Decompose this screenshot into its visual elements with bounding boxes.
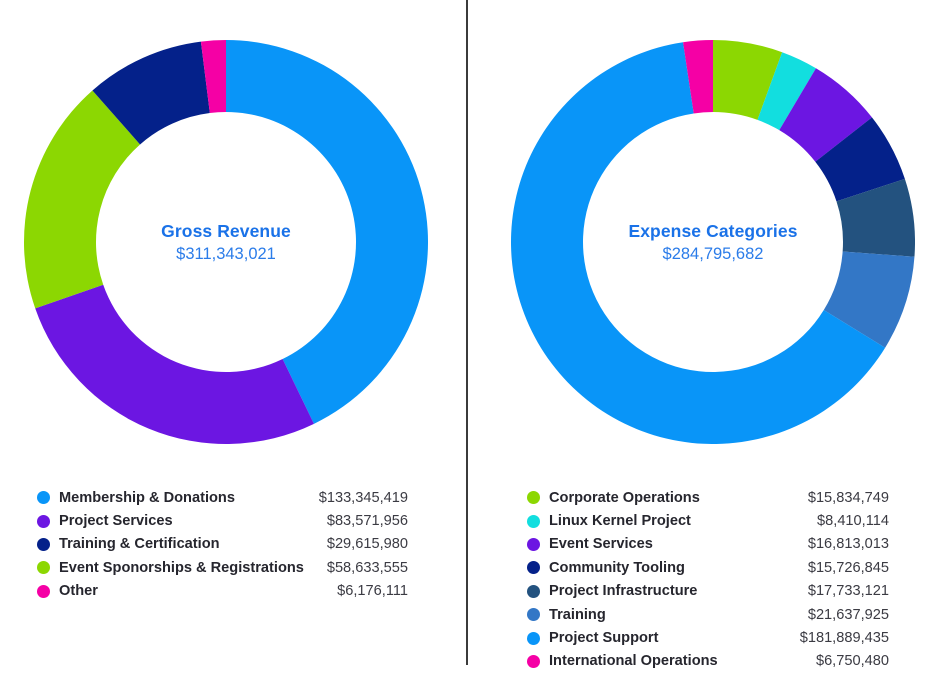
expense-categories-legend: Corporate Operations $15,834,749 Linux Ker… [527, 486, 889, 673]
legend-item: Membership & Donations $133,345,419 [37, 486, 408, 509]
legend-label: Project Services [59, 513, 173, 530]
legend-color-dot [527, 654, 540, 668]
legend-value: $15,834,749 [807, 489, 889, 506]
legend-value: $181,889,435 [799, 630, 889, 647]
legend-label: Linux Kernel Project [549, 513, 691, 530]
legend-item: Event Services $16,813,013 [527, 533, 889, 556]
expense-categories-panel: Expense Categories $284,795,682 Corporat… [467, 0, 933, 690]
legend-color-dot [37, 514, 50, 528]
legend-label: International Operations [549, 653, 718, 670]
legend-label: Corporate Operations [549, 489, 700, 506]
gross-revenue-panel: Gross Revenue $311,343,021 Membership & … [0, 0, 466, 690]
donut-slice-linux-kernel-project [757, 52, 816, 131]
legend-value: $21,637,925 [807, 606, 889, 623]
legend-item: Project Services $83,571,956 [37, 509, 408, 532]
legend-value: $6,750,480 [815, 653, 889, 670]
donut-slice-membership-donations [226, 40, 428, 424]
legend-value: $133,345,419 [318, 489, 408, 506]
gross-revenue-donut-chart: Gross Revenue $311,343,021 [24, 40, 428, 444]
expense-categories-donut-svg [511, 40, 915, 444]
donut-slice-project-infrastructure [836, 178, 915, 257]
legend-color-dot [37, 561, 50, 575]
legend-item: Project Support $181,889,435 [527, 626, 889, 649]
legend-label: Other [59, 583, 98, 600]
legend-label: Event Sponorships & Registrations [59, 559, 304, 576]
legend-color-dot [527, 608, 540, 622]
legend-item: Community Tooling $15,726,845 [527, 556, 889, 579]
gross-revenue-donut-svg [24, 40, 428, 444]
gross-revenue-legend: Membership & Donations $133,345,419 Projec… [37, 486, 408, 603]
legend-value: $6,176,111 [337, 583, 408, 600]
panel-divider [466, 0, 468, 665]
legend-label: Project Infrastructure [549, 583, 698, 600]
legend-item: International Operations $6,750,480 [527, 650, 889, 673]
donut-slice-other [200, 40, 226, 114]
donut-slice-international-operations [683, 40, 713, 114]
legend-item: Training $21,637,925 [527, 603, 889, 626]
legend-value: $29,615,980 [326, 536, 408, 553]
donut-slice-community-tooling [815, 117, 905, 202]
donut-slice-corporate-operations [713, 40, 783, 120]
legend-label: Training [549, 606, 606, 623]
legend-label: Membership & Donations [59, 489, 235, 506]
legend-item: Event Sponorships & Registrations $58,633… [37, 556, 408, 579]
donut-slice-event-sponorships-registrations [24, 90, 141, 309]
legend-value: $83,571,956 [326, 513, 408, 530]
legend-color-dot [527, 491, 540, 505]
legend-color-dot [527, 584, 540, 598]
legend-label: Community Tooling [549, 559, 685, 576]
legend-color-dot [527, 631, 540, 645]
legend-value: $16,813,013 [807, 536, 889, 553]
donut-slice-training [823, 251, 915, 348]
legend-item: Corporate Operations $15,834,749 [527, 486, 889, 509]
legend-label: Event Services [549, 536, 653, 553]
legend-color-dot [37, 584, 50, 598]
legend-color-dot [37, 537, 50, 551]
legend-value: $58,633,555 [326, 559, 408, 576]
legend-color-dot [527, 561, 540, 575]
donut-slice-project-services [35, 284, 314, 444]
legend-value: $15,726,845 [807, 559, 889, 576]
legend-label: Project Support [549, 630, 659, 647]
donut-slice-project-support [511, 42, 886, 444]
donut-slice-event-services [779, 68, 872, 162]
legend-color-dot [527, 537, 540, 551]
legend-label: Training & Certification [59, 536, 220, 553]
legend-item: Linux Kernel Project $8,410,114 [527, 509, 889, 532]
legend-item: Training & Certification $29,615,980 [37, 533, 408, 556]
legend-color-dot [527, 514, 540, 528]
expense-categories-donut-chart: Expense Categories $284,795,682 [511, 40, 915, 444]
legend-color-dot [37, 491, 50, 505]
legend-item: Other $6,176,111 [37, 580, 408, 603]
legend-value: $8,410,114 [817, 513, 889, 530]
legend-value: $17,733,121 [807, 583, 889, 600]
donut-slice-training-certification [92, 41, 210, 145]
legend-item: Project Infrastructure $17,733,121 [527, 580, 889, 603]
